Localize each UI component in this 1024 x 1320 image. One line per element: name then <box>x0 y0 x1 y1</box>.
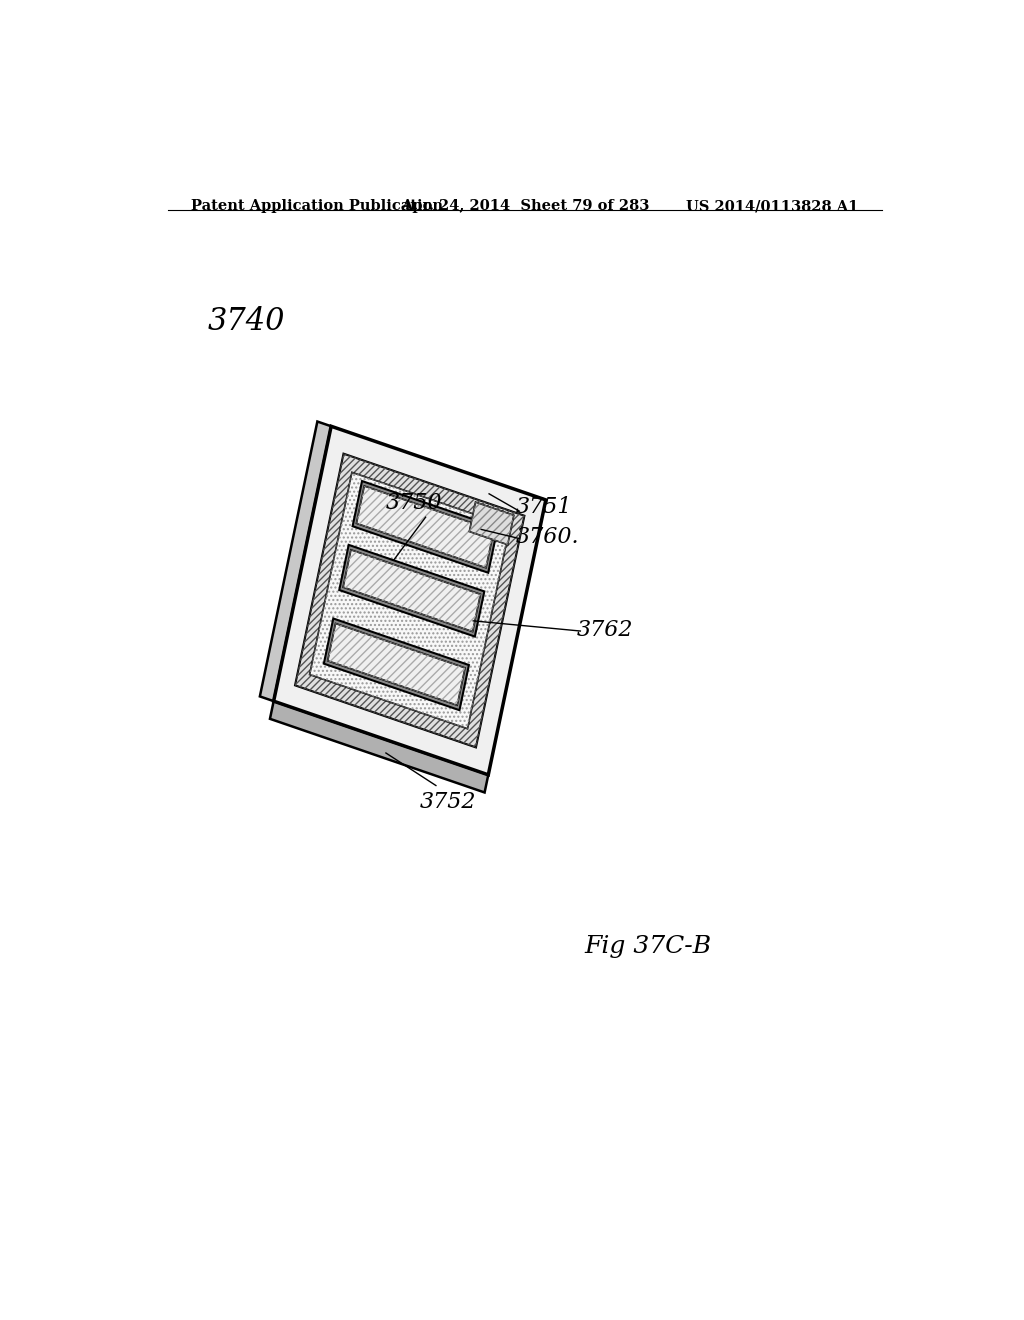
Polygon shape <box>324 619 469 710</box>
Polygon shape <box>295 454 524 747</box>
Text: 3752: 3752 <box>420 791 476 813</box>
Text: 3740: 3740 <box>207 306 285 337</box>
Polygon shape <box>352 480 498 573</box>
Text: 3760.: 3760. <box>515 527 579 548</box>
Text: US 2014/0113828 A1: US 2014/0113828 A1 <box>686 199 858 213</box>
Text: 3762: 3762 <box>577 619 633 640</box>
Text: Apr. 24, 2014  Sheet 79 of 283: Apr. 24, 2014 Sheet 79 of 283 <box>400 199 649 213</box>
Text: Patent Application Publication: Patent Application Publication <box>191 199 443 213</box>
Text: 3750: 3750 <box>386 492 442 513</box>
Polygon shape <box>273 426 546 775</box>
Polygon shape <box>343 550 480 631</box>
Text: 3751: 3751 <box>515 496 571 517</box>
Polygon shape <box>469 502 514 545</box>
Polygon shape <box>309 473 510 729</box>
Polygon shape <box>328 623 465 705</box>
Text: Fig 37C-B: Fig 37C-B <box>585 935 712 958</box>
Polygon shape <box>260 421 331 701</box>
Polygon shape <box>270 701 488 792</box>
Polygon shape <box>356 486 494 568</box>
Polygon shape <box>339 545 484 636</box>
